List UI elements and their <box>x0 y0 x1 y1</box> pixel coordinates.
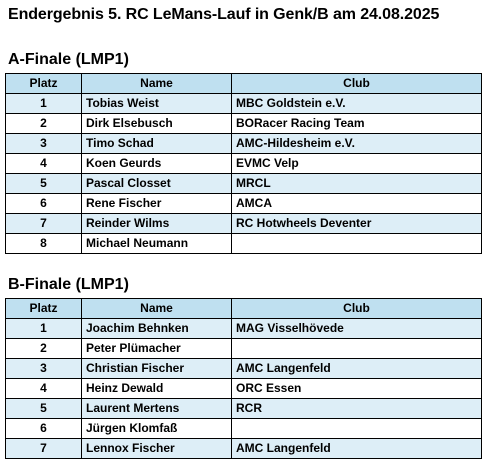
club-cell <box>231 418 482 439</box>
club-cell: ORC Essen <box>231 378 482 399</box>
platz-cell: 3 <box>5 133 82 154</box>
name-cell: Lennox Fischer <box>81 438 232 459</box>
table-row: 2 Dirk Elsebusch BORacer Racing Team <box>5 113 482 134</box>
name-cell: Koen Geurds <box>81 153 232 174</box>
platz-cell: 8 <box>5 233 82 254</box>
table-row: 3 Christian Fischer AMC Langenfeld <box>5 358 482 379</box>
name-cell: Jürgen Klomfaß <box>81 418 232 439</box>
a-finale-rows: 1 Tobias Weist MBC Goldstein e.V. 2 Dirk Els… <box>5 93 482 254</box>
name-cell: Timo Schad <box>81 133 232 154</box>
club-cell: BORacer Racing Team <box>231 113 482 134</box>
platz-cell: 4 <box>5 153 82 174</box>
club-cell: RCR <box>231 398 482 419</box>
platz-cell: 7 <box>5 438 82 459</box>
platz-cell: 2 <box>5 113 82 134</box>
table-row: 7 Reinder Wilms RC Hotwheels Deventer <box>5 213 482 234</box>
b-finale-title: B-Finale (LMP1) <box>8 276 129 293</box>
name-cell: Reinder Wilms <box>81 213 232 234</box>
table-row: 4 Heinz Dewald ORC Essen <box>5 378 482 399</box>
name-cell: Peter Plümacher <box>81 338 232 359</box>
name-cell: Tobias Weist <box>81 93 232 114</box>
club-cell: RC Hotwheels Deventer <box>231 213 482 234</box>
club-cell: AMC Langenfeld <box>231 358 482 379</box>
page-title: Endergebnis 5. RC LeMans-Lauf in Genk/B … <box>8 6 440 23</box>
platz-cell: 6 <box>5 418 82 439</box>
table-row: 6 Rene Fischer AMCA <box>5 193 482 214</box>
club-cell: MRCL <box>231 173 482 194</box>
platz-cell: 1 <box>5 318 82 339</box>
table-row: 3 Timo Schad AMC-Hildesheim e.V. <box>5 133 482 154</box>
name-cell: Heinz Dewald <box>81 378 232 399</box>
name-cell: Dirk Elsebusch <box>81 113 232 134</box>
table-row: 5 Laurent Mertens RCR <box>5 398 482 419</box>
club-cell: MBC Goldstein e.V. <box>231 93 482 114</box>
platz-cell: 1 <box>5 93 82 114</box>
club-cell <box>231 338 482 359</box>
name-column-header: Name <box>81 298 232 319</box>
platz-cell: 6 <box>5 193 82 214</box>
table-row: 1 Joachim Behnken MAG Visselhövede <box>5 318 482 339</box>
table-row: 2 Peter Plümacher <box>5 338 482 359</box>
platz-column-header: Platz <box>5 298 82 319</box>
b-finale-table: Platz Name Club 1 Joachim Behnken MAG Viss… <box>5 298 482 459</box>
club-cell: AMC Langenfeld <box>231 438 482 459</box>
platz-cell: 4 <box>5 378 82 399</box>
platz-cell: 5 <box>5 173 82 194</box>
platz-cell: 7 <box>5 213 82 234</box>
table-row: 4 Koen Geurds EVMC Velp <box>5 153 482 174</box>
platz-cell: 2 <box>5 338 82 359</box>
platz-column-header: Platz <box>5 73 82 94</box>
name-cell: Rene Fischer <box>81 193 232 214</box>
table-header-row: Platz Name Club <box>5 298 482 319</box>
club-cell: AMC-Hildesheim e.V. <box>231 133 482 154</box>
a-finale-title: A-Finale (LMP1) <box>8 51 129 68</box>
name-cell: Joachim Behnken <box>81 318 232 339</box>
name-cell: Christian Fischer <box>81 358 232 379</box>
club-cell: MAG Visselhövede <box>231 318 482 339</box>
club-cell <box>231 233 482 254</box>
b-finale-rows: 1 Joachim Behnken MAG Visselhövede 2 Peter P… <box>5 318 482 459</box>
name-cell: Pascal Closset <box>81 173 232 194</box>
club-cell: EVMC Velp <box>231 153 482 174</box>
platz-cell: 3 <box>5 358 82 379</box>
table-row: 5 Pascal Closset MRCL <box>5 173 482 194</box>
name-cell: Michael Neumann <box>81 233 232 254</box>
table-row: 8 Michael Neumann <box>5 233 482 254</box>
platz-cell: 5 <box>5 398 82 419</box>
name-cell: Laurent Mertens <box>81 398 232 419</box>
table-row: 7 Lennox Fischer AMC Langenfeld <box>5 438 482 459</box>
club-column-header: Club <box>231 298 482 319</box>
a-finale-table: Platz Name Club 1 Tobias Weist MBC Goldste… <box>5 73 482 254</box>
table-header-row: Platz Name Club <box>5 73 482 94</box>
table-row: 1 Tobias Weist MBC Goldstein e.V. <box>5 93 482 114</box>
name-column-header: Name <box>81 73 232 94</box>
table-row: 6 Jürgen Klomfaß <box>5 418 482 439</box>
club-column-header: Club <box>231 73 482 94</box>
club-cell: AMCA <box>231 193 482 214</box>
